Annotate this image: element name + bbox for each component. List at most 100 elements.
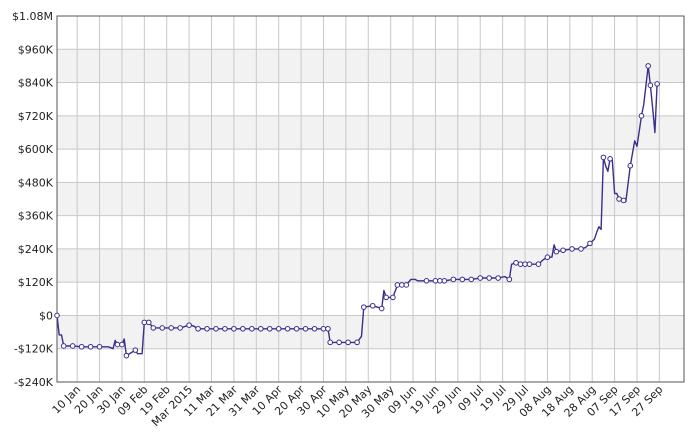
data-point [284, 325, 291, 332]
data-point [403, 282, 410, 288]
data-point [345, 339, 351, 346]
data-point [607, 155, 613, 162]
data-point [222, 325, 228, 332]
data-point [553, 248, 560, 255]
data-point [517, 261, 524, 267]
data-point [513, 259, 519, 266]
data-point [123, 352, 130, 359]
data-point [132, 347, 139, 353]
data-point [231, 325, 237, 332]
data-point [560, 247, 566, 254]
data-point [159, 325, 166, 331]
data-point [647, 82, 654, 89]
data-point [360, 304, 367, 310]
plot-band [57, 115, 684, 150]
y-tick-label: $480K [18, 176, 54, 189]
data-point [394, 282, 401, 288]
series-markers [54, 63, 660, 359]
data-point [213, 325, 219, 332]
data-point [204, 325, 210, 332]
data-point [150, 325, 157, 331]
y-tick-label: $360K [18, 210, 54, 223]
plot-band [57, 248, 684, 283]
data-point [383, 294, 389, 301]
data-point [141, 319, 148, 326]
data-point [119, 341, 125, 348]
data-point [486, 275, 492, 281]
data-point [257, 325, 264, 332]
y-tick-label: -$120K [14, 343, 54, 356]
data-point [526, 261, 533, 267]
data-point [459, 276, 466, 283]
y-tick-label: $120K [18, 276, 54, 289]
data-point [336, 339, 342, 346]
data-point [240, 325, 246, 332]
data-point [477, 275, 484, 281]
y-tick-label: $960K [18, 43, 54, 56]
data-point [177, 325, 183, 331]
data-point [320, 325, 327, 332]
data-point [495, 275, 501, 281]
data-point [369, 302, 376, 309]
data-point [146, 319, 152, 326]
data-point [437, 277, 443, 284]
data-point [60, 343, 67, 349]
y-tick-label: $600K [18, 143, 54, 156]
y-tick-label: -$240K [14, 376, 54, 389]
y-tick-label: $720K [18, 110, 54, 123]
data-point [441, 277, 448, 284]
plot-bands [57, 49, 684, 349]
plot-band [57, 315, 684, 349]
data-point [78, 343, 85, 350]
y-tick-label: $0 [39, 309, 53, 322]
data-point [620, 197, 627, 204]
data-point [587, 240, 593, 247]
data-point [275, 325, 282, 332]
data-point [293, 325, 300, 332]
data-point [390, 294, 396, 301]
data-point [627, 162, 634, 169]
data-point [354, 339, 360, 346]
data-point [114, 341, 121, 348]
data-point [645, 63, 651, 69]
plot-frame [56, 15, 685, 383]
data-point [432, 277, 439, 284]
data-point [311, 325, 318, 332]
data-point [506, 276, 513, 283]
plot-band [57, 49, 684, 83]
y-tick-label: $240K [18, 243, 54, 256]
data-point [399, 282, 405, 288]
y-tick-label: $840K [18, 77, 54, 90]
data-point [69, 343, 76, 349]
data-point [302, 325, 309, 332]
data-point [96, 343, 103, 350]
y-tick-label: $1.08M [12, 10, 53, 23]
data-point [195, 325, 201, 332]
data-point [327, 339, 333, 346]
data-point [600, 154, 607, 161]
data-point [249, 325, 255, 332]
data-point [468, 276, 475, 283]
data-point [168, 325, 175, 331]
data-point [378, 305, 385, 312]
data-point [186, 322, 192, 328]
data-point [578, 246, 584, 252]
data-point [423, 277, 430, 284]
data-point [87, 343, 94, 350]
data-point [535, 261, 542, 267]
data-point [325, 325, 331, 332]
data-point [266, 325, 273, 332]
data-point [654, 81, 660, 87]
data-point [544, 254, 551, 261]
data-point [54, 312, 60, 319]
data-point [522, 261, 528, 267]
plot-band [57, 182, 684, 216]
data-point [638, 113, 645, 119]
y-axis-ticks: $1.08M $960K $840K $720K $600K $480K $360K $240… [12, 10, 54, 389]
data-point [569, 246, 575, 252]
data-point [616, 196, 622, 202]
data-point [450, 276, 457, 283]
